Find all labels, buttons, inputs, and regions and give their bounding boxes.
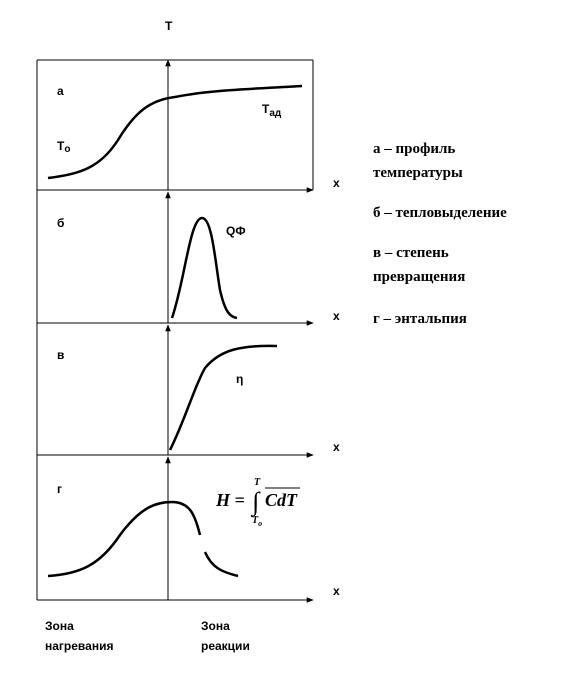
legend-text: превращения xyxy=(373,269,465,285)
formula-lower: Tо xyxy=(252,515,262,528)
enthalpy-curve xyxy=(47,500,202,578)
qf-label: QФ xyxy=(226,224,246,238)
panel-letter: г xyxy=(57,482,62,496)
zone-label: реакции xyxy=(201,639,250,653)
eta-label: η xyxy=(236,372,243,386)
tad-label: Тад xyxy=(262,102,282,119)
conversion-curve xyxy=(168,344,278,451)
zone-label: Зона xyxy=(201,619,230,633)
t0-label: Tо xyxy=(57,139,70,155)
legend-text: в – степень xyxy=(373,245,449,261)
legend-text: б – тепловыделение xyxy=(373,205,507,221)
zone-label: Зона xyxy=(45,619,74,633)
x-label: x xyxy=(333,176,340,190)
x-label: x xyxy=(333,440,340,454)
x-label: x xyxy=(333,309,340,323)
legend-text: г – энтальпия xyxy=(373,311,467,327)
formula-upper: T xyxy=(254,477,261,488)
legend-text: температуры xyxy=(373,165,463,181)
panel-letter: а xyxy=(57,84,64,98)
legend: а – профиль температуры б – тепловыделение… xyxy=(373,141,507,327)
heat-release-curve xyxy=(170,216,238,320)
formula-integrand: CdT xyxy=(265,490,298,510)
x-label: x xyxy=(333,584,340,598)
enthalpy-curve xyxy=(203,551,239,578)
panel-letter: б xyxy=(57,216,64,230)
panel-letter: в xyxy=(57,348,64,362)
formula-lhs: H = xyxy=(215,490,245,510)
zone-label: нагревания xyxy=(45,639,113,653)
legend-text: а – профиль xyxy=(373,141,455,157)
axis-label: T xyxy=(165,19,173,33)
temperature-curve xyxy=(47,84,303,180)
formula-integral: ∫ xyxy=(251,487,261,517)
